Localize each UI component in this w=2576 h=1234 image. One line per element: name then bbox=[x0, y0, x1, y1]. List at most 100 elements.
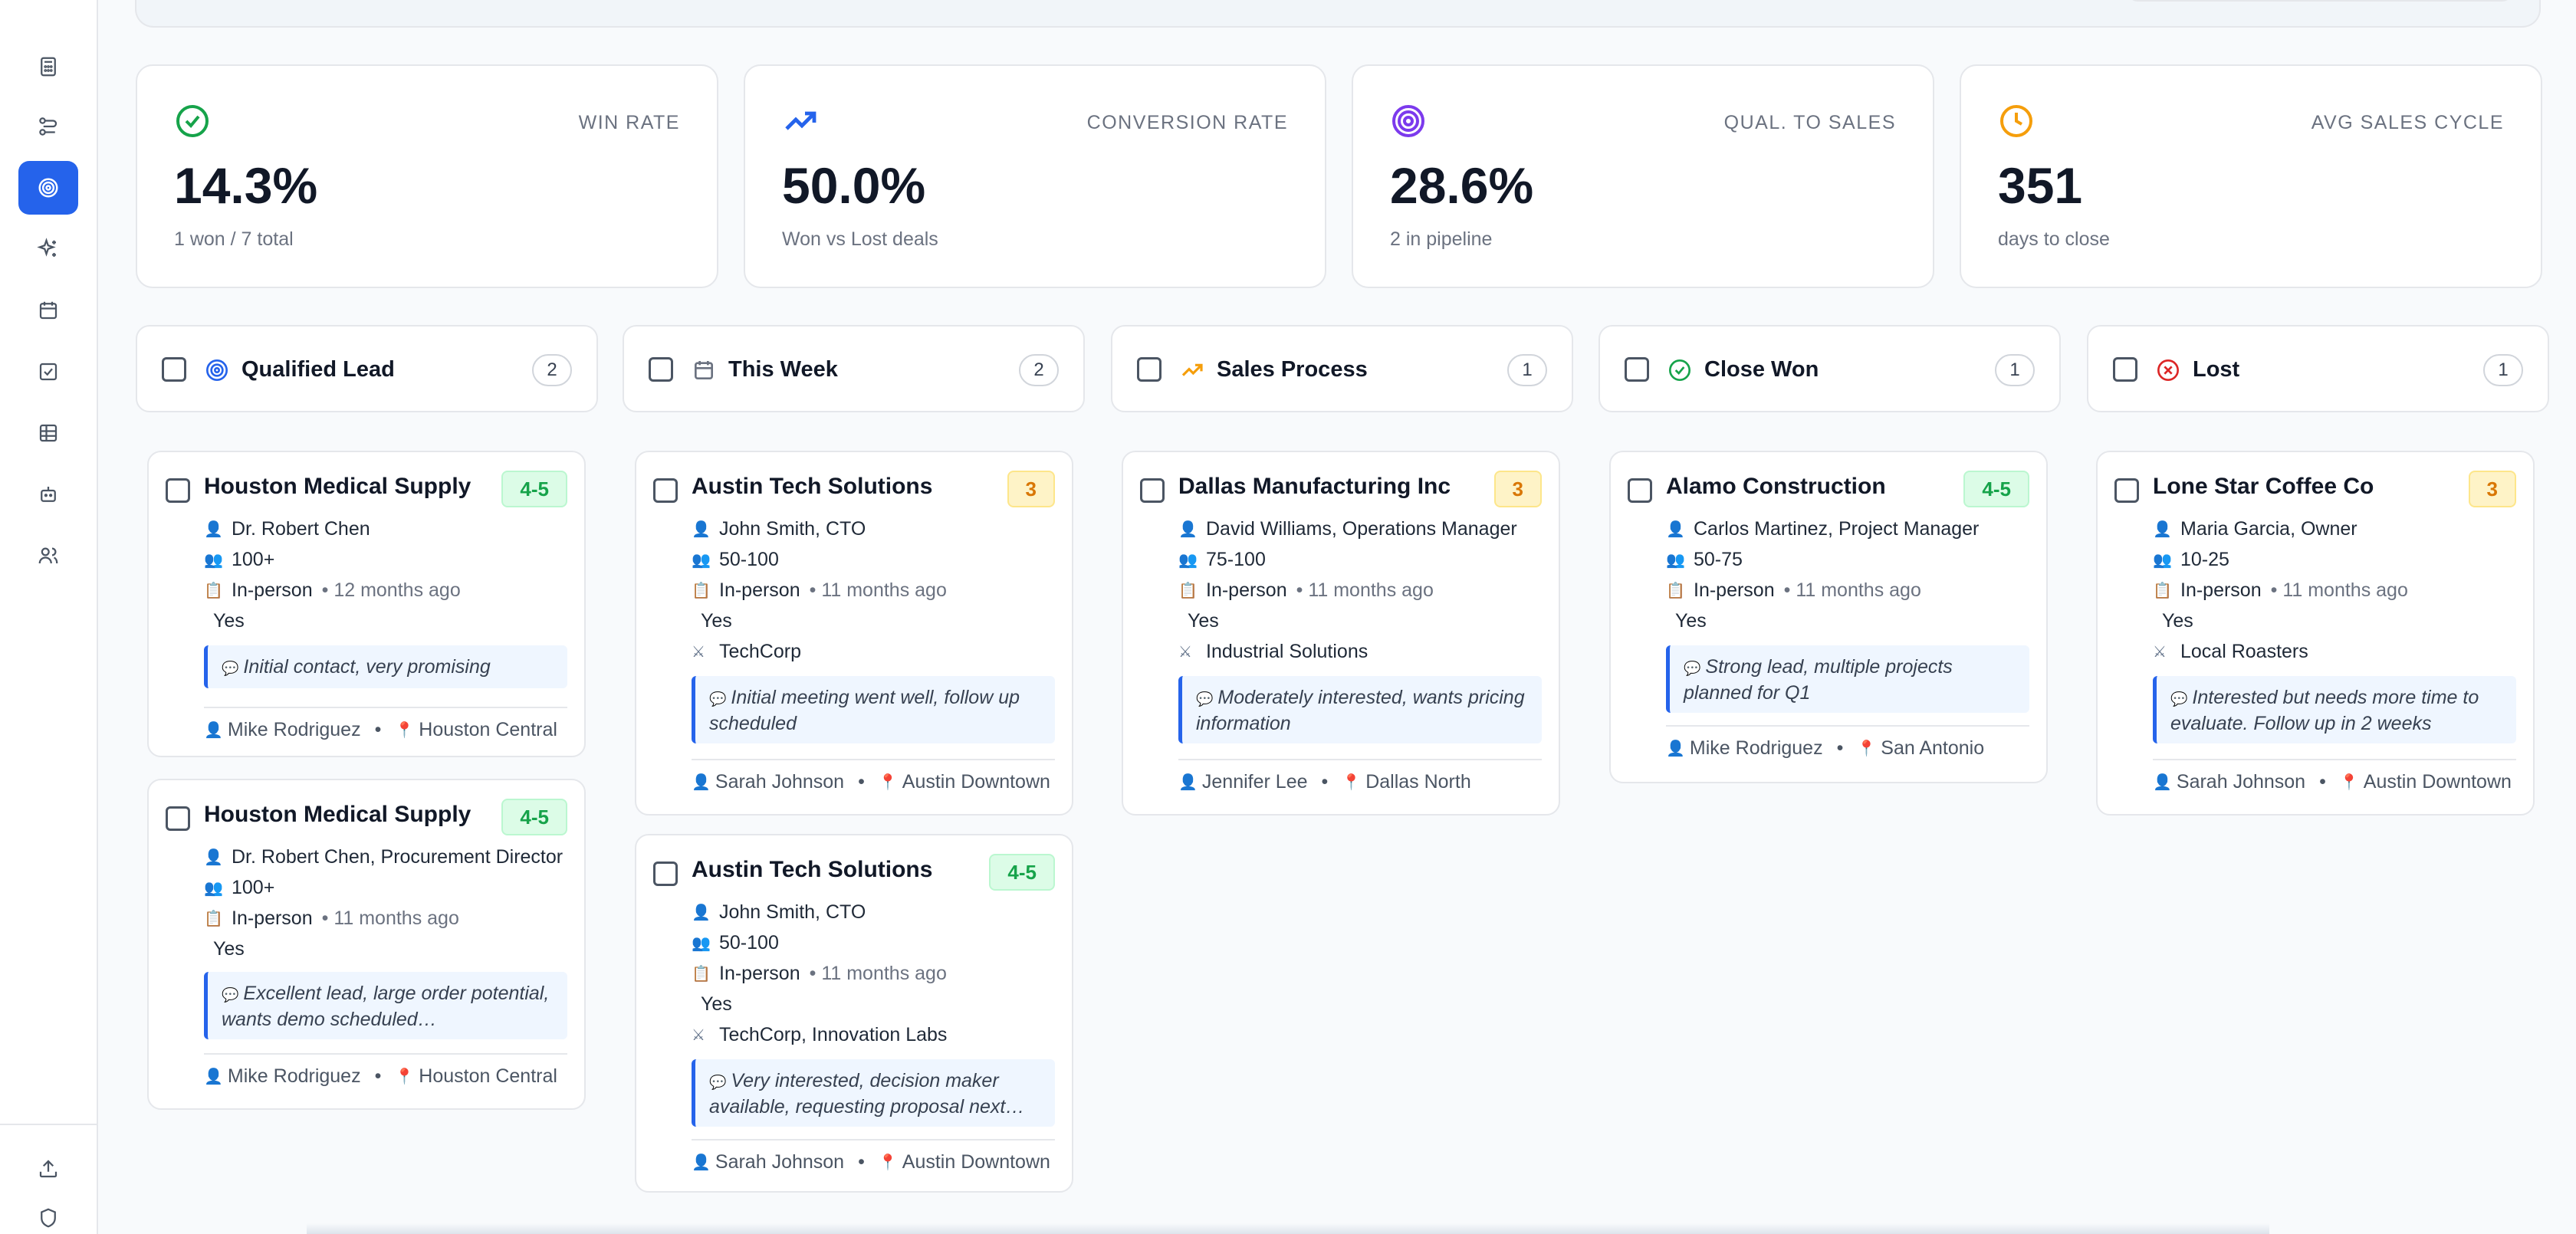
column-count-badge: 1 bbox=[2483, 354, 2523, 386]
score-badge: 4-5 bbox=[1963, 471, 2029, 507]
nav-table[interactable] bbox=[18, 406, 78, 460]
card-size-row: 👥 75-100 bbox=[1178, 546, 1542, 573]
notebook-icon: 📋 bbox=[204, 910, 223, 927]
sidebar bbox=[0, 0, 98, 1234]
column-header-qualified-lead: Qualified Lead 2 bbox=[136, 325, 598, 412]
card-checkbox[interactable] bbox=[1628, 478, 1652, 503]
nav-calculator[interactable] bbox=[18, 40, 78, 94]
card-checkbox[interactable] bbox=[1140, 478, 1165, 503]
speech-bubble-icon: 💬 bbox=[1196, 691, 1214, 707]
card-checkbox[interactable] bbox=[166, 478, 190, 503]
bot-icon bbox=[41, 487, 56, 502]
card-divider bbox=[1178, 759, 1542, 760]
contact-method: In-person bbox=[1694, 579, 1775, 601]
sparkles-icon bbox=[37, 238, 56, 257]
score-badge: 4-5 bbox=[501, 471, 567, 507]
trending-up-icon bbox=[785, 111, 816, 130]
location-pin-icon: 📍 bbox=[395, 1068, 415, 1085]
score-badge: 3 bbox=[1493, 471, 1542, 507]
contact-method: In-person bbox=[232, 579, 313, 601]
nav-pipeline[interactable] bbox=[18, 161, 78, 215]
card-size-row: 👥 10-25 bbox=[2153, 546, 2516, 573]
card-footer: 👤 Mike Rodriguez • 📍 Houston Central bbox=[204, 718, 557, 740]
stat-label: QUAL. TO SALES bbox=[1723, 112, 1896, 133]
contact-name: Carlos Martinez, Project Manager bbox=[1694, 517, 1980, 540]
card-footer: 👤 Sarah Johnson • 📍 Austin Downtown bbox=[692, 770, 1050, 793]
stat-card-qual-to-sales: QUAL. TO SALES 28.6% 2 in pipeline bbox=[1352, 64, 1934, 288]
card-checkbox[interactable] bbox=[2114, 478, 2139, 503]
card-yes-value: Yes bbox=[2162, 609, 2193, 632]
nav-bot[interactable] bbox=[18, 468, 78, 521]
time-ago: • 11 months ago bbox=[809, 579, 947, 601]
card-contact-row: 👤 John Smith, CTO bbox=[692, 898, 1055, 926]
speech-bubble-icon: 💬 bbox=[709, 1075, 727, 1090]
lead-card[interactable]: Alamo Construction 4-5 👤 Carlos Martinez,… bbox=[1609, 451, 2048, 783]
card-company-name: Austin Tech Solutions bbox=[692, 474, 933, 499]
card-method-row: 📋 In-person • 11 months ago bbox=[1178, 576, 1542, 604]
nav-security[interactable] bbox=[18, 1191, 78, 1234]
card-footer: 👤 Mike Rodriguez • 📍 Houston Central bbox=[204, 1065, 557, 1087]
select-all-checkbox[interactable] bbox=[2113, 357, 2137, 382]
stat-card-avg-sales-cycle: AVG SALES CYCLE 351 days to close bbox=[1960, 64, 2542, 288]
select-all-checkbox[interactable] bbox=[1625, 357, 1649, 382]
lead-card[interactable]: Austin Tech Solutions 3 👤 John Smith, CTO… bbox=[635, 451, 1073, 816]
sales-rep: Sarah Johnson bbox=[2176, 770, 2306, 793]
location: San Antonio bbox=[1881, 737, 1985, 759]
people-icon: 👥 bbox=[204, 551, 223, 569]
handshake-icon: ⚔ bbox=[1178, 643, 1192, 661]
card-checkbox[interactable] bbox=[653, 862, 678, 886]
top-toolbar bbox=[135, 0, 2541, 28]
sales-rep: Mike Rodriguez bbox=[227, 1065, 361, 1087]
location: Austin Downtown bbox=[902, 1150, 1050, 1173]
handshake-icon: ⚔ bbox=[692, 643, 705, 661]
card-checkbox[interactable] bbox=[166, 806, 190, 831]
card-contact-row: 👤 Dr. Robert Chen, Procurement Director bbox=[204, 843, 567, 871]
card-company-name: Alamo Construction bbox=[1666, 474, 1886, 499]
lead-card[interactable]: Austin Tech Solutions 4-5 👤 John Smith, C… bbox=[635, 834, 1073, 1193]
person-icon: 👤 bbox=[692, 520, 711, 538]
nav-calendar[interactable] bbox=[18, 284, 78, 337]
nav-ai[interactable] bbox=[18, 222, 78, 276]
nav-workflow[interactable] bbox=[18, 100, 78, 153]
card-checkbox[interactable] bbox=[653, 478, 678, 503]
card-company-name: Dallas Manufacturing Inc bbox=[1178, 474, 1451, 499]
speech-bubble-icon: 💬 bbox=[222, 987, 239, 1003]
select-all-checkbox[interactable] bbox=[162, 357, 186, 382]
select-all-checkbox[interactable] bbox=[1137, 357, 1162, 382]
lead-card[interactable]: Houston Medical Supply 4-5 👤 Dr. Robert C… bbox=[147, 451, 586, 757]
people-icon: 👥 bbox=[1666, 551, 1685, 569]
lead-card[interactable]: Houston Medical Supply 4-5 👤 Dr. Robert C… bbox=[147, 779, 586, 1110]
person-icon: 👤 bbox=[1666, 520, 1685, 538]
partners: TechCorp, Innovation Labs bbox=[719, 1023, 948, 1045]
location-pin-icon: 📍 bbox=[395, 721, 415, 739]
contact-name: John Smith, CTO bbox=[719, 517, 866, 540]
stat-label: AVG SALES CYCLE bbox=[2311, 112, 2504, 133]
company-size: 50-100 bbox=[719, 931, 779, 953]
nav-users[interactable] bbox=[18, 529, 78, 583]
stat-subtext: days to close bbox=[1998, 228, 2110, 250]
card-footer: 👤 Sarah Johnson • 📍 Austin Downtown bbox=[2153, 770, 2512, 793]
card-note: 💬 Interested but needs more time to evalu… bbox=[2153, 676, 2516, 743]
x-circle-icon bbox=[2157, 359, 2179, 381]
nav-export[interactable] bbox=[18, 1142, 78, 1196]
lead-card[interactable]: Dallas Manufacturing Inc 3 👤 David Willia… bbox=[1122, 451, 1560, 816]
location: Austin Downtown bbox=[2363, 770, 2512, 793]
notebook-icon: 📋 bbox=[1178, 582, 1198, 599]
contact-method: In-person bbox=[1206, 579, 1287, 601]
column-title: Lost bbox=[2193, 357, 2240, 382]
card-method-row: 📋 In-person • 11 months ago bbox=[2153, 576, 2516, 604]
nav-tasks[interactable] bbox=[18, 345, 78, 399]
shield-icon bbox=[41, 1208, 56, 1228]
stat-label: CONVERSION RATE bbox=[1086, 112, 1288, 133]
card-divider bbox=[692, 1139, 1055, 1140]
card-contact-row: 👤 Carlos Martinez, Project Manager bbox=[1666, 515, 2029, 543]
person-icon: 👤 bbox=[1666, 740, 1685, 757]
select-all-checkbox[interactable] bbox=[649, 357, 673, 382]
person-icon: 👤 bbox=[692, 773, 711, 791]
card-contact-row: 👤 Maria Garcia, Owner bbox=[2153, 515, 2516, 543]
contact-name: David Williams, Operations Manager bbox=[1206, 517, 1517, 540]
company-size: 50-100 bbox=[719, 548, 779, 570]
toolbar-search-field[interactable] bbox=[2128, 0, 2512, 2]
score-badge: 3 bbox=[1007, 471, 1055, 507]
lead-card[interactable]: Lone Star Coffee Co 3 👤 Maria Garcia, Own… bbox=[2096, 451, 2535, 816]
